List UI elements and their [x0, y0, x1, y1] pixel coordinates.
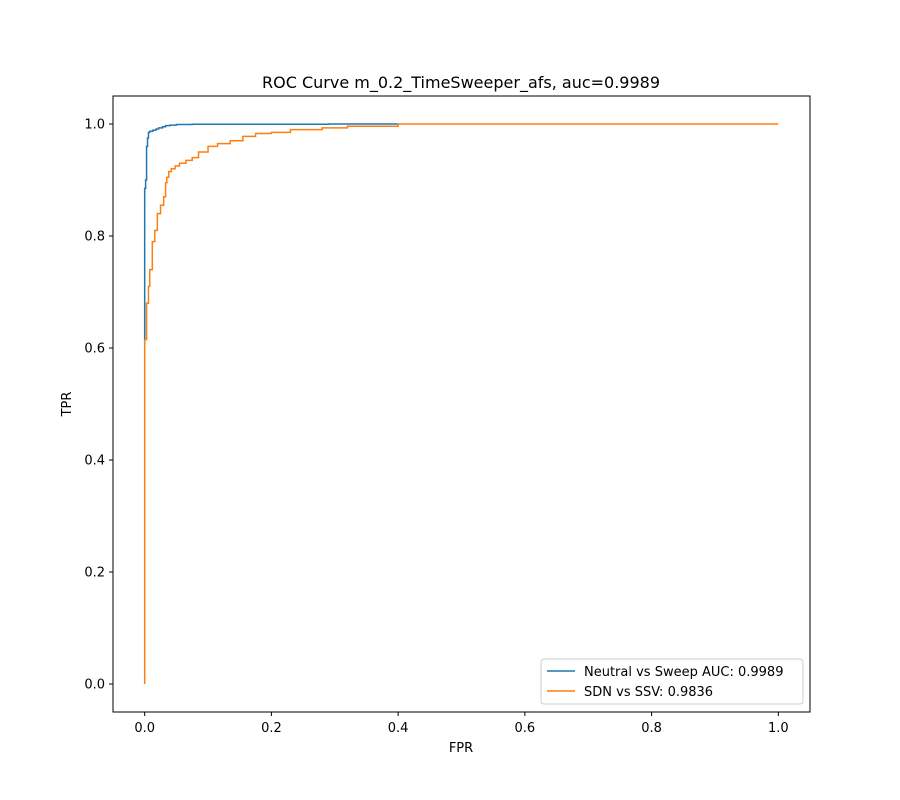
x-tick-label: 0.8 [641, 721, 662, 736]
legend: Neutral vs Sweep AUC: 0.9989 SDN vs SSV: … [540, 658, 804, 705]
legend-label-1: Neutral vs Sweep AUC: 0.9989 [584, 665, 783, 680]
y-tick-label: 0.8 [84, 230, 105, 245]
x-tick-label: 1.0 [768, 721, 789, 736]
y-axis-label: TPR [60, 392, 75, 418]
y-tick-label: 0.6 [84, 342, 105, 357]
x-axis-label: FPR [449, 741, 473, 756]
series-line-1 [143, 123, 399, 340]
x-tick-label: 0.0 [134, 721, 155, 736]
legend-box [540, 658, 804, 705]
y-tick-label: 1.0 [84, 118, 105, 133]
x-tick-label: 0.2 [261, 721, 282, 736]
y-tick-label: 0.0 [84, 678, 105, 693]
legend-label-2: SDN vs SSV: 0.9836 [584, 685, 713, 700]
y-tick-label: 0.2 [84, 566, 105, 581]
y-tick-label: 0.4 [84, 454, 105, 469]
x-tick-label: 0.6 [515, 721, 536, 736]
chart-title: ROC Curve m_0.2_TimeSweeper_afs, auc=0.9… [262, 73, 660, 93]
plot-area: 0.0 0.2 0.4 0.6 0.8 1.0 0.0 0.2 0.4 0.6 0.8 1.0 [84, 95, 811, 736]
x-tick-label: 0.4 [388, 721, 409, 736]
axes-frame [112, 95, 811, 713]
series-line-2 [143, 123, 779, 684]
